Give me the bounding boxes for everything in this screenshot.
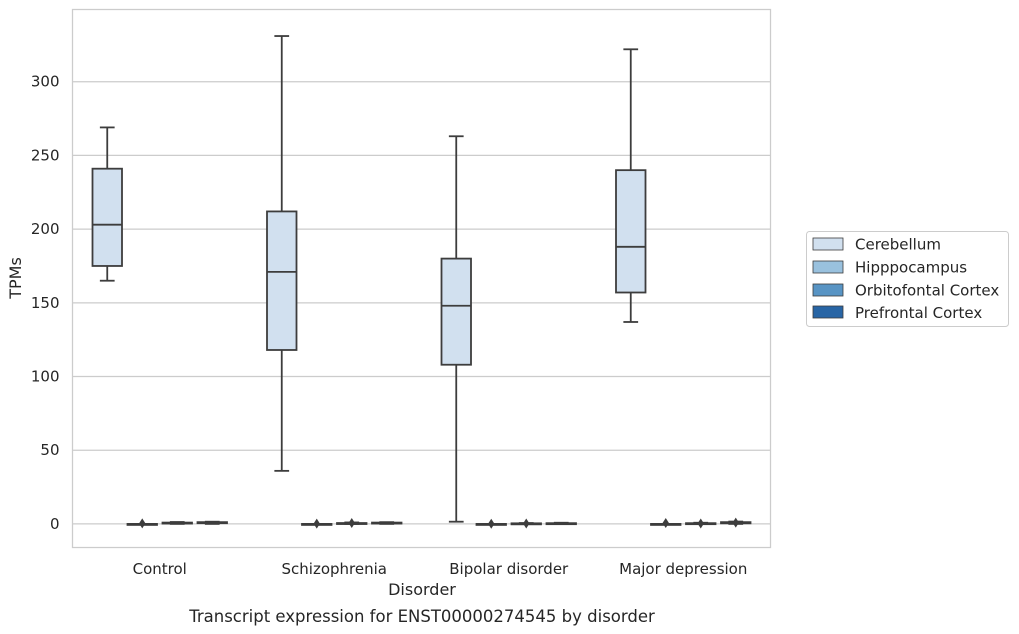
flier-hipppocampus-bipolar-disorder-0 bbox=[488, 518, 495, 529]
legend-label-prefrontal-cortex: Prefrontal Cortex bbox=[855, 304, 982, 322]
x-tick-labels: Control Schizophrenia Bipolar disorder Majo… bbox=[133, 560, 748, 578]
x-axis-label: Disorder bbox=[388, 580, 456, 599]
box-cerebellum-schizophrenia bbox=[266, 210, 298, 351]
y-tick-label-0: 0 bbox=[50, 515, 60, 533]
boxes bbox=[91, 35, 752, 529]
flier-orbitofontal-cortex-major-depression-0 bbox=[697, 518, 704, 529]
y-tick-label-50: 50 bbox=[40, 441, 59, 459]
legend: Cerebellum Hipppocampus Orbitofontal Cor… bbox=[806, 231, 1009, 327]
flier-prefrontal-cortex-major-depression-0 bbox=[732, 517, 739, 528]
flier-hipppocampus-major-depression-0 bbox=[662, 518, 669, 529]
box-cerebellum-major-depression bbox=[615, 169, 647, 294]
plot-frame bbox=[71, 8, 772, 549]
flier-hipppocampus-control-0 bbox=[139, 518, 146, 529]
y-axis-label: TPMs bbox=[6, 257, 25, 300]
legend-label-orbitofrontal-cortex: Orbitofontal Cortex bbox=[855, 282, 999, 300]
flier-orbitofontal-cortex-schizophrenia-0 bbox=[348, 518, 355, 529]
box-cerebellum-control bbox=[91, 167, 123, 267]
legend-swatch-hippocampus bbox=[812, 260, 844, 274]
legend-swatch-orbitofrontal-cortex bbox=[812, 283, 844, 297]
legend-swatch-prefrontal-cortex bbox=[812, 305, 844, 319]
legend-label-cerebellum: Cerebellum bbox=[855, 236, 941, 254]
x-tick-label-control: Control bbox=[133, 560, 187, 578]
flier-hipppocampus-schizophrenia-0 bbox=[313, 518, 320, 529]
figure-caption: Transcript expression for ENST0000027454… bbox=[188, 607, 655, 626]
gridlines bbox=[72, 81, 771, 525]
flier-orbitofontal-cortex-bipolar-disorder-0 bbox=[523, 518, 530, 529]
y-tick-label-200: 200 bbox=[31, 220, 60, 238]
x-tick-label-bipolar-disorder: Bipolar disorder bbox=[449, 560, 569, 578]
legend-swatch-cerebellum bbox=[812, 237, 844, 251]
box-cerebellum-bipolar-disorder bbox=[440, 257, 472, 366]
x-tick-label-major-depression: Major depression bbox=[619, 560, 747, 578]
legend-label-hippocampus: Hipppocampus bbox=[855, 259, 967, 277]
y-tick-label-150: 150 bbox=[31, 294, 60, 312]
y-tick-label-300: 300 bbox=[31, 73, 60, 91]
legend-frame bbox=[806, 231, 1009, 327]
x-tick-label-schizophrenia: Schizophrenia bbox=[282, 560, 387, 578]
plot-background bbox=[72, 9, 771, 548]
y-tick-label-250: 250 bbox=[31, 146, 60, 164]
y-tick-label-100: 100 bbox=[31, 368, 60, 386]
y-tick-labels: 0 50 100 150 200 250 300 bbox=[31, 73, 60, 533]
